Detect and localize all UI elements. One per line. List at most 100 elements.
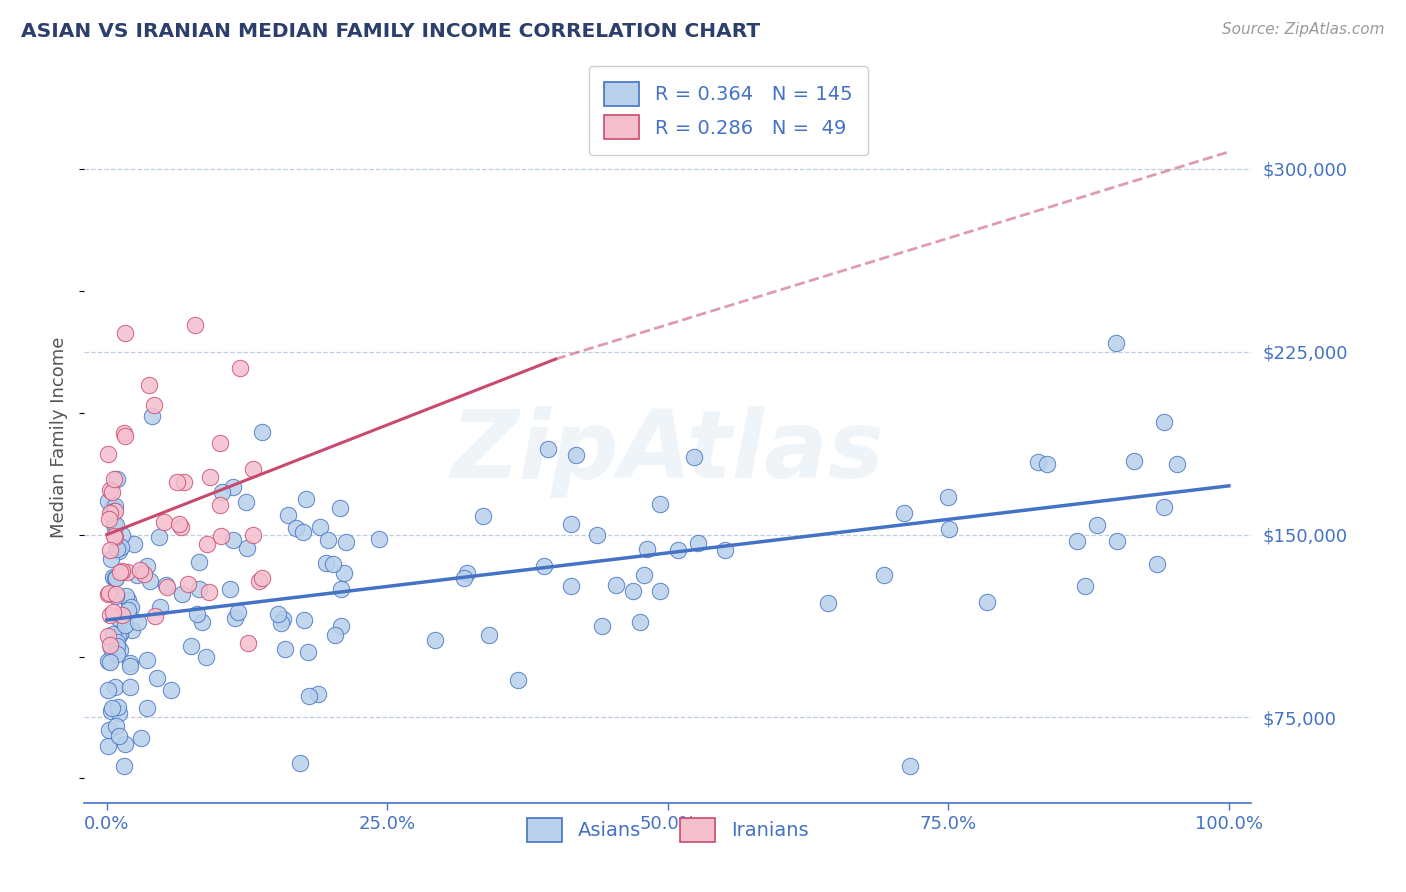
- Point: [453, 571, 475, 585]
- Point: [114, 426, 136, 441]
- Point: [633, 568, 655, 582]
- Point: [318, 533, 340, 547]
- Point: [114, 326, 136, 340]
- Point: [221, 533, 243, 548]
- Point: [122, 537, 145, 551]
- Point: [139, 574, 162, 588]
- Point: [335, 535, 357, 549]
- Point: [114, 617, 136, 632]
- Point: [134, 566, 156, 581]
- Point: [173, 475, 195, 489]
- Point: [591, 619, 613, 633]
- Point: [103, 504, 125, 518]
- Point: [98, 483, 121, 497]
- Point: [108, 627, 131, 641]
- Point: [298, 689, 321, 703]
- Point: [166, 475, 188, 489]
- Point: [100, 552, 122, 566]
- Point: [186, 607, 208, 621]
- Point: [98, 723, 121, 738]
- Point: [295, 491, 318, 506]
- Point: [628, 615, 651, 629]
- Point: [195, 537, 218, 551]
- Point: [117, 592, 139, 607]
- Point: [1146, 558, 1168, 572]
- Point: [141, 409, 163, 423]
- Point: [115, 589, 138, 603]
- Point: [108, 643, 131, 657]
- Point: [242, 528, 264, 542]
- Point: [236, 541, 259, 555]
- Point: [103, 571, 125, 585]
- Point: [292, 524, 315, 539]
- Point: [900, 759, 922, 773]
- Point: [209, 529, 232, 543]
- Point: [107, 629, 129, 643]
- Point: [110, 540, 132, 554]
- Point: [288, 756, 311, 770]
- Point: [648, 497, 671, 511]
- Point: [143, 398, 166, 412]
- Point: [97, 586, 120, 600]
- Point: [107, 700, 129, 714]
- Point: [537, 442, 560, 457]
- Point: [97, 447, 120, 461]
- Point: [605, 578, 627, 592]
- Point: [1153, 500, 1175, 515]
- Point: [195, 649, 218, 664]
- Point: [292, 613, 315, 627]
- Point: [127, 615, 149, 630]
- Point: [108, 706, 131, 721]
- Point: [1105, 335, 1128, 350]
- Point: [209, 436, 232, 450]
- Point: [127, 568, 149, 582]
- Point: [101, 700, 124, 714]
- Point: [330, 619, 353, 633]
- Point: [1123, 454, 1146, 468]
- Point: [138, 377, 160, 392]
- Point: [636, 541, 658, 556]
- Point: [683, 450, 706, 465]
- Point: [136, 700, 159, 714]
- Text: ZipAtlas: ZipAtlas: [451, 406, 884, 498]
- Point: [270, 615, 292, 630]
- Point: [117, 603, 139, 617]
- Point: [222, 480, 245, 494]
- Point: [121, 623, 143, 637]
- Point: [586, 528, 609, 542]
- Point: [425, 633, 447, 648]
- Point: [97, 683, 120, 698]
- Point: [148, 530, 170, 544]
- Point: [1085, 518, 1108, 533]
- Point: [105, 542, 128, 557]
- Point: [97, 654, 120, 668]
- Point: [308, 520, 330, 534]
- Point: [198, 584, 221, 599]
- Point: [105, 472, 128, 486]
- Point: [97, 493, 120, 508]
- Point: [224, 611, 246, 625]
- Point: [180, 639, 202, 653]
- Point: [111, 565, 134, 579]
- Point: [247, 574, 270, 588]
- Point: [315, 556, 337, 570]
- Point: [115, 566, 138, 580]
- Point: [456, 566, 478, 580]
- Point: [120, 600, 142, 615]
- Point: [714, 543, 737, 558]
- Point: [149, 600, 172, 615]
- Point: [111, 528, 134, 542]
- Point: [198, 470, 221, 484]
- Point: [97, 629, 120, 643]
- Point: [893, 506, 915, 520]
- Point: [183, 318, 205, 332]
- Point: [817, 596, 839, 610]
- Point: [666, 542, 689, 557]
- Point: [1036, 457, 1059, 471]
- Point: [112, 759, 135, 773]
- Point: [938, 522, 960, 536]
- Point: [1073, 579, 1095, 593]
- Point: [169, 520, 191, 534]
- Point: [111, 607, 134, 622]
- Point: [271, 612, 294, 626]
